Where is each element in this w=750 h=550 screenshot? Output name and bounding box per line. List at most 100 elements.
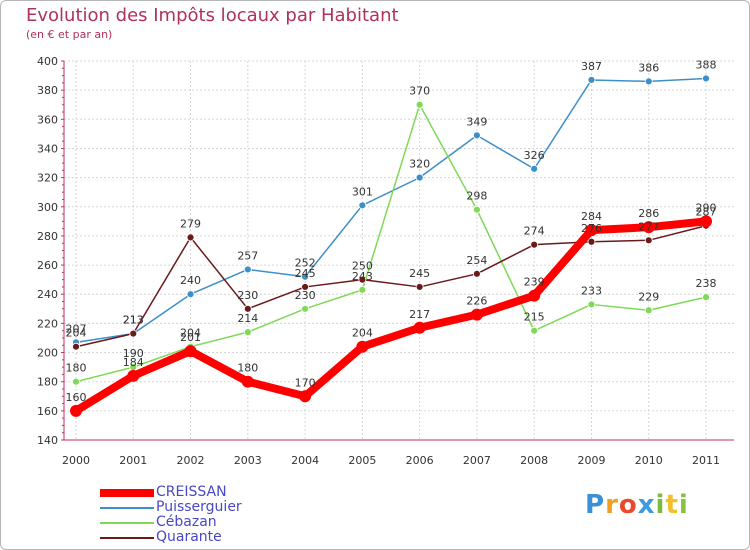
data-label: 287 xyxy=(696,206,717,219)
data-label: 298 xyxy=(466,190,487,203)
data-point xyxy=(72,342,80,351)
data-point xyxy=(530,164,539,173)
data-label: 233 xyxy=(581,284,602,297)
chart-subtitle: (en € et par an) xyxy=(26,28,113,41)
grid xyxy=(64,60,734,441)
x-tick-label: 2011 xyxy=(692,454,720,467)
legend-swatch xyxy=(100,489,154,497)
y-tick-label: 140 xyxy=(37,434,58,447)
data-point xyxy=(415,173,424,182)
data-point xyxy=(127,369,140,382)
data-label: 284 xyxy=(581,210,602,223)
data-label: 320 xyxy=(409,158,430,171)
data-point xyxy=(644,77,653,86)
data-label: 213 xyxy=(123,314,144,327)
data-label: 226 xyxy=(466,295,487,308)
data-label: 276 xyxy=(581,222,602,235)
y-tick-label: 320 xyxy=(37,172,58,185)
data-label: 387 xyxy=(581,60,602,73)
plot-area xyxy=(64,61,734,440)
data-label: 190 xyxy=(123,347,144,360)
data-point xyxy=(301,304,309,313)
data-label: 230 xyxy=(295,289,316,302)
y-tick-label: 200 xyxy=(37,347,58,360)
y-tick-label: 360 xyxy=(37,113,58,126)
y-tick-label: 160 xyxy=(37,405,58,418)
series-line-quarante xyxy=(75,224,707,348)
x-tick-label: 2009 xyxy=(577,454,605,467)
data-point xyxy=(415,283,424,291)
data-label: 254 xyxy=(466,254,487,267)
data-point xyxy=(473,269,481,278)
data-point xyxy=(184,345,197,358)
data-label: 252 xyxy=(295,257,316,270)
data-point xyxy=(299,390,312,403)
y-tick-label: 280 xyxy=(37,230,58,243)
data-point xyxy=(587,237,596,246)
x-tick-label: 2003 xyxy=(234,454,262,467)
data-point xyxy=(587,300,596,309)
data-label: 257 xyxy=(237,249,258,262)
data-label: 243 xyxy=(352,270,373,283)
data-label: 204 xyxy=(180,327,201,340)
data-label: 286 xyxy=(638,207,659,220)
legend-swatch xyxy=(100,507,154,509)
x-tick-label: 2004 xyxy=(291,454,319,467)
data-point xyxy=(356,340,369,353)
data-label: 301 xyxy=(352,185,373,198)
data-label: 229 xyxy=(638,290,659,303)
legend-label: Puisserguier xyxy=(156,499,242,515)
data-point xyxy=(473,131,481,140)
x-tick-label: 2006 xyxy=(406,454,434,467)
data-label: 201 xyxy=(180,331,201,344)
data-point xyxy=(129,329,138,338)
data-point xyxy=(642,221,655,234)
data-label: 240 xyxy=(180,274,201,287)
series-line-puisserguier xyxy=(75,77,707,344)
data-point xyxy=(702,293,710,302)
data-label: 215 xyxy=(524,311,545,324)
data-point xyxy=(413,321,426,334)
data-point xyxy=(301,272,309,281)
x-tick-label: 2005 xyxy=(348,454,376,467)
data-point xyxy=(700,215,712,228)
data-label: 349 xyxy=(466,115,487,128)
data-label: 213 xyxy=(123,314,144,327)
x-tick-label: 2002 xyxy=(177,454,205,467)
data-label: 204 xyxy=(66,327,87,340)
data-label: 290 xyxy=(696,201,717,214)
data-label: 207 xyxy=(66,322,87,335)
data-point xyxy=(528,289,541,302)
data-label: 245 xyxy=(409,267,430,280)
data-label: 214 xyxy=(237,312,258,325)
data-point xyxy=(585,224,598,237)
y-tick-label: 340 xyxy=(37,142,58,155)
legend-label: Quarante xyxy=(156,529,222,545)
series-line-cébazan xyxy=(75,103,707,383)
data-point xyxy=(186,290,195,299)
data-point xyxy=(415,100,424,109)
data-point xyxy=(358,285,367,294)
data-point xyxy=(72,377,80,386)
y-tick-label: 300 xyxy=(37,201,58,214)
data-label: 388 xyxy=(696,58,717,71)
data-point xyxy=(301,283,309,291)
data-label: 279 xyxy=(180,217,201,230)
data-point xyxy=(243,304,252,313)
data-point xyxy=(470,308,483,321)
data-point xyxy=(241,375,254,388)
data-point xyxy=(530,240,539,249)
data-label: 238 xyxy=(696,277,717,290)
y-tick-label: 380 xyxy=(37,84,58,97)
data-point xyxy=(70,404,82,417)
data-label: 239 xyxy=(524,276,545,289)
x-tick-label: 2007 xyxy=(463,454,491,467)
data-point xyxy=(587,76,596,84)
data-point xyxy=(702,74,710,83)
data-point xyxy=(358,275,367,284)
data-label: 180 xyxy=(237,362,258,375)
y-tick-label: 180 xyxy=(37,376,58,389)
data-label: 204 xyxy=(352,327,373,340)
x-tick-label: 2010 xyxy=(635,454,663,467)
